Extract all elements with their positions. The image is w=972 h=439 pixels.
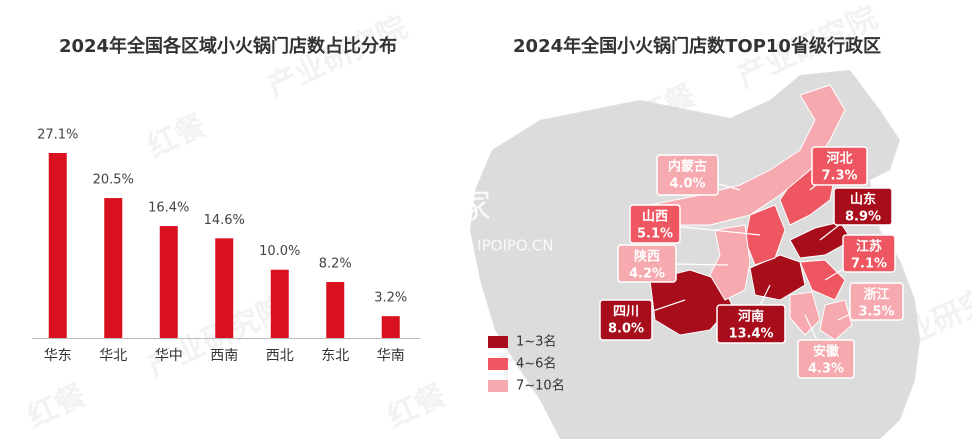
category-label: 华北 [99,348,127,364]
callout-box [617,244,677,283]
legend-label: 7~10名 [516,378,565,394]
bar [381,316,400,338]
region-value: 13.4% [728,327,773,342]
callout-box [833,187,893,226]
watermark: 红餐 [382,377,452,435]
region-name: 内蒙古 [668,159,707,175]
region-name: 山西 [642,209,668,225]
callout-box [811,146,868,186]
region-value: 3.5% [858,305,894,320]
province [789,291,821,336]
region-value: 4.0% [669,177,705,192]
region-value: 5.1% [637,227,673,242]
callout-box [849,282,904,321]
region-value: 4.3% [808,362,844,377]
region-value: 7.3% [821,169,857,184]
value-label: 20.5% [93,173,134,188]
callout-box [656,154,719,196]
watermark: 产业研究院 [262,10,413,105]
legend-swatch [488,336,508,348]
province [799,259,846,301]
value-label: 16.4% [148,201,189,216]
bar [104,198,123,338]
watermark: 红餐 [22,377,92,435]
region-name: 河北 [826,151,852,167]
callout-box [599,299,653,341]
region-value: 8.0% [608,322,644,337]
region-value: 7.1% [851,257,887,272]
region-value: 4.2% [629,267,665,282]
category-label: 东北 [321,348,349,364]
region-name: 浙江 [863,287,889,303]
map-title: 2024年全国小火锅门店数TOP10省级行政区 [513,35,881,57]
watermark: 并购家 [389,187,491,227]
bar [270,269,289,338]
callout-box [842,234,896,273]
region-value: 8.9% [845,210,881,225]
region-name: 江苏 [856,239,882,255]
region-name: 陕西 [634,249,660,265]
value-label: 8.2% [319,257,352,272]
bar [159,226,178,338]
value-label: 10.0% [259,244,300,259]
province [709,224,751,301]
bar [215,238,234,338]
province [819,299,853,341]
watermark: 红餐 [142,107,212,165]
category-label: 西北 [266,348,294,364]
province [749,254,806,301]
watermark: 行业报告 IPOIPO.CN [412,237,553,255]
legend-label: 4~6名 [516,356,556,372]
category-label: 华东 [44,348,72,364]
region-name: 山东 [850,192,876,208]
value-label: 3.2% [374,291,407,306]
bar [326,282,345,338]
value-label: 27.1% [37,128,78,143]
callout-box [716,304,786,344]
region-name: 四川 [613,305,639,320]
bar-title: 2024年全国各区域小火锅门店数占比分布 [59,35,397,57]
region-name: 安徽 [813,344,840,360]
value-label: 14.6% [204,213,245,228]
legend-swatch [488,380,508,392]
bar [48,153,67,338]
legend-label: 1~3名 [516,334,556,350]
category-label: 华南 [377,348,405,364]
region-name: 河南 [738,309,764,325]
callout-box [629,204,681,244]
category-label: 西南 [210,348,238,364]
legend-swatch [488,358,508,370]
category-label: 华中 [155,348,183,364]
callout-box [797,339,855,379]
